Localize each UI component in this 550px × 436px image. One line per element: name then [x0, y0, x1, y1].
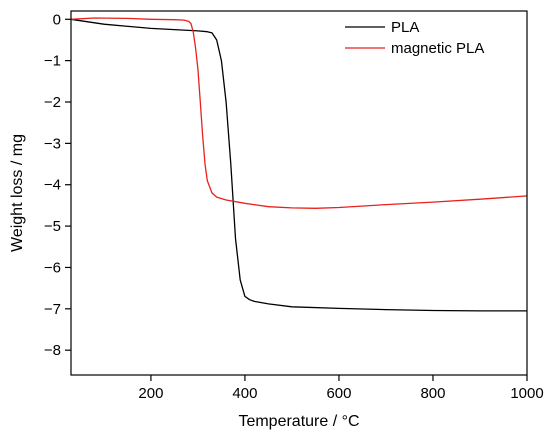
- y-axis-title: Weight loss / mg: [9, 134, 26, 252]
- x-tick-label: 200: [138, 385, 163, 402]
- y-tick-label: −7: [44, 301, 61, 318]
- y-tick-label: −3: [44, 135, 61, 152]
- x-axis-title: Temperature / °C: [238, 413, 359, 430]
- x-tick-label: 1000: [510, 385, 543, 402]
- legend-label-0: PLA: [391, 19, 419, 36]
- legend-label-1: magnetic PLA: [391, 40, 484, 57]
- series-line-1: [70, 17, 528, 209]
- y-tick-label: −5: [44, 218, 61, 235]
- y-tick-label: −4: [44, 177, 61, 194]
- plot-lines: [70, 17, 528, 312]
- y-tick-label: −2: [44, 94, 61, 111]
- x-tick-label: 800: [420, 385, 445, 402]
- legend: PLA magnetic PLA: [345, 19, 484, 57]
- x-tick-label: 600: [326, 385, 351, 402]
- series-line-0: [70, 18, 527, 312]
- y-tick-label: −8: [44, 342, 61, 359]
- x-tick-label: 400: [232, 385, 257, 402]
- y-tick-label: 0: [53, 11, 61, 28]
- y-tick-label: −6: [44, 259, 61, 276]
- axis-ticks: 200 400 600 800 1000 0 −1 −2 −3 −4 −5 −6 −7 −8: [44, 11, 544, 402]
- y-tick-label: −1: [44, 53, 61, 70]
- plot-frame: [70, 10, 528, 376]
